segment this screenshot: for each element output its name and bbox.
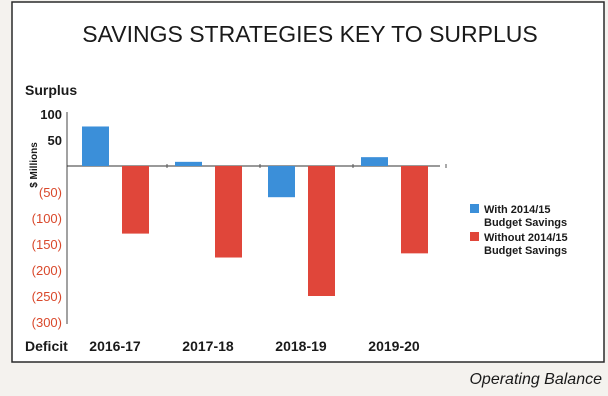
legend-label: Budget Savings [484,245,567,257]
y-tick-label: (150) [32,237,62,252]
bar-without-savings-2018-19 [308,166,335,296]
chart-caption: Operating Balance [469,371,602,388]
bar-without-savings-2016-17 [122,166,149,234]
y-tick-label: 50 [48,133,62,148]
bars-group [82,126,428,296]
y-tick-label: (100) [32,211,62,226]
bar-with-savings-2016-17 [82,126,109,166]
legend-swatch [470,204,479,213]
y-tick-label: (300) [32,315,62,330]
legend-swatch [470,232,479,241]
x-tick-label: 2016-17 [89,338,141,354]
bar-without-savings-2019-20 [401,166,428,254]
y-tick-label: (250) [32,289,62,304]
bar-with-savings-2017-18 [175,161,202,166]
y-axis-label: $ Millions [29,142,40,188]
legend-label: Without 2014/15 [484,232,568,244]
bar-with-savings-2019-20 [361,157,388,166]
y-axis-ticks: 100 50 (50) (100) (150) (200) (250) (300) [32,107,62,330]
x-tick-label: 2019-20 [368,338,420,354]
chart-title: SAVINGS STRATEGIES KEY TO SURPLUS [82,21,537,47]
x-tick-label: 2017-18 [182,338,234,354]
x-axis-ticks: 2016-17 2017-18 2018-19 2019-20 [89,164,447,354]
x-tick-label: 2018-19 [275,338,327,354]
y-tick-label: (50) [39,185,62,200]
legend-label: Budget Savings [484,217,567,229]
bar-without-savings-2017-18 [215,166,242,258]
surplus-label: Surplus [25,82,77,98]
y-tick-label: 100 [40,107,62,122]
bar-with-savings-2018-19 [268,166,295,198]
deficit-label: Deficit [25,338,68,354]
legend-label: With 2014/15 [484,204,551,216]
y-tick-label: (200) [32,263,62,278]
